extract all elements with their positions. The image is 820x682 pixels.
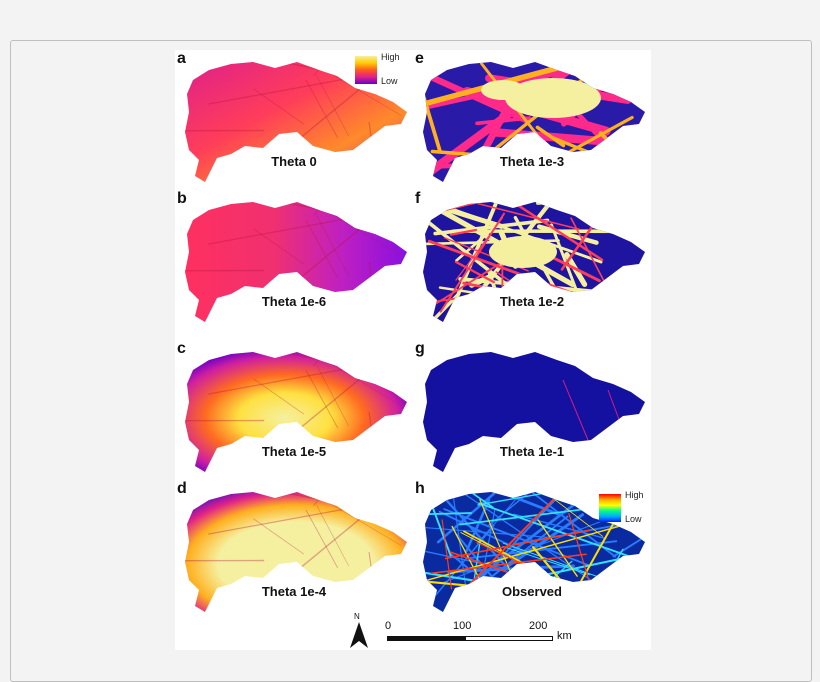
legend-rainbow: High Low (599, 492, 659, 532)
north-label: N (354, 612, 360, 621)
legend-rainbow-gradient (599, 494, 621, 522)
panel-caption: Theta 1e-3 (413, 154, 651, 169)
legend-warm: High Low (355, 54, 415, 94)
panel-letter: f (415, 190, 420, 208)
panel-f: f Theta 1e-2 (413, 190, 651, 330)
scale-tick-100: 100 (453, 620, 471, 632)
scale-unit: km (557, 630, 572, 642)
panel-letter: g (415, 340, 425, 358)
map-theta-1e-3 (413, 50, 651, 190)
map-theta-1e-2 (413, 190, 651, 330)
panel-letter: h (415, 480, 425, 498)
north-arrow: N (349, 612, 369, 648)
panel-caption: Observed (413, 584, 651, 599)
panel-e: e Theta 1e-3 (413, 50, 651, 190)
scale-bar: 0 100 200 km (385, 620, 585, 650)
legend-low-label: Low (381, 76, 398, 86)
panel-caption: Theta 1e-1 (413, 444, 651, 459)
legend-low-label: Low (625, 514, 642, 524)
panel-g: g Theta 1e-1 (413, 340, 651, 480)
map-theta-1e-6 (175, 190, 413, 330)
panel-letter: a (177, 50, 186, 68)
legend-high-label: High (381, 52, 400, 62)
north-arrow-icon (349, 622, 369, 650)
legend-warm-gradient (355, 56, 377, 84)
map-theta-1e-4 (175, 480, 413, 620)
panel-letter: c (177, 340, 186, 358)
scale-tick-200: 200 (529, 620, 547, 632)
panel-letter: d (177, 480, 187, 498)
panel-d: d Theta 1e-4 (175, 480, 413, 620)
scale-tick-0: 0 (385, 620, 391, 632)
panel-caption: Theta 1e-5 (175, 444, 413, 459)
panel-b: b Theta 1e-6 (175, 190, 413, 330)
map-theta-1e-1 (413, 340, 651, 480)
panel-c: c Theta 1e-5 (175, 340, 413, 480)
panel-caption: Theta 1e-2 (413, 294, 651, 309)
panel-caption: Theta 0 (175, 154, 413, 169)
legend-high-label: High (625, 490, 644, 500)
map-theta-1e-5 (175, 340, 413, 480)
scale-bar-empty (465, 636, 553, 641)
scale-bar-filled (387, 636, 465, 641)
panel-letter: e (415, 50, 424, 68)
panel-letter: b (177, 190, 187, 208)
panel-caption: Theta 1e-4 (175, 584, 413, 599)
figure-panel-grid: a Theta 0 e Theta 1e-3 b Theta 1e-6 f Th… (175, 50, 651, 650)
panel-caption: Theta 1e-6 (175, 294, 413, 309)
